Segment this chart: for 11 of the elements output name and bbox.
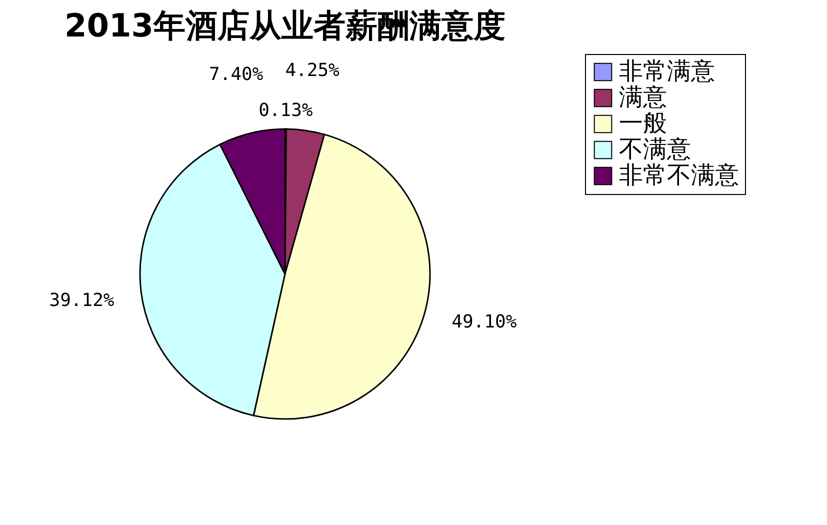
legend-label: 非常满意 <box>619 57 715 85</box>
data-label: 0.13% <box>258 100 313 121</box>
data-label: 7.40% <box>209 64 264 85</box>
legend-label: 不满意 <box>619 135 691 163</box>
data-label: 4.25% <box>285 60 340 81</box>
legend-label: 满意 <box>619 83 667 111</box>
data-label: 39.12% <box>49 290 114 311</box>
data-label: 49.10% <box>452 311 517 332</box>
legend-label: 一般 <box>619 109 667 137</box>
chart-title: 2013年酒店从业者薪酬满意度 <box>64 6 506 44</box>
legend-label: 非常不满意 <box>619 161 739 189</box>
